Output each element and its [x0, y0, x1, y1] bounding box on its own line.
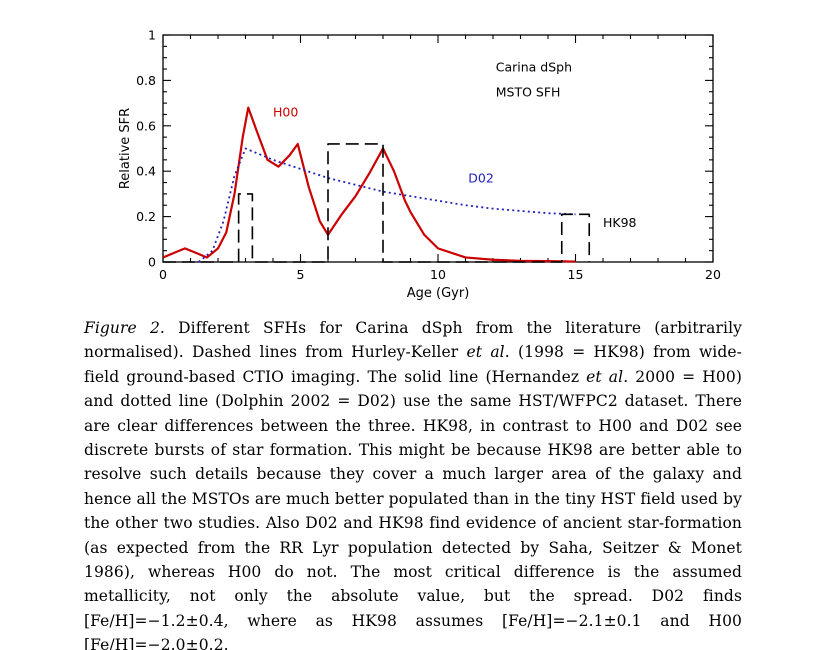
x-tick-label: 10 — [430, 267, 446, 282]
caption-segment: Figure 2. — [84, 319, 165, 337]
caption-segment: 2000 = H00) and dotted line (Dolphin 200… — [84, 367, 742, 650]
caption-segment: (1998 = HK98) from wide-field ground-bas… — [84, 343, 742, 386]
series-d02-line — [198, 147, 576, 263]
figure-caption: Figure 2. Different SFHs for Carina dSph… — [84, 316, 742, 650]
y-axis-label: Relative SFR — [118, 108, 133, 189]
sfh-chart: 0 5 10 15 20 0 0.2 0.4 0.6 0.8 1 Age (Gyr) Relative … — [118, 28, 721, 302]
caption-segment: et al. — [466, 343, 510, 362]
series-hk98-line — [163, 143, 591, 263]
figure-2-plot: 0 5 10 15 20 0 0.2 0.4 0.6 0.8 1 Age (Gyr) Relative … — [111, 21, 723, 311]
x-tick-label: 0 — [159, 267, 167, 282]
x-tick-label: 5 — [297, 267, 305, 282]
y-tick-label: 0.4 — [136, 164, 156, 179]
caption-segment: et al. — [586, 367, 629, 386]
annotation-hk98: HK98 — [603, 215, 637, 230]
y-tick-label: 1 — [148, 28, 156, 43]
annotation-d02: D02 — [468, 171, 494, 186]
annotation-h00: H00 — [273, 105, 298, 120]
y-tick-label: 0 — [148, 255, 156, 270]
x-axis-label: Age (Gyr) — [407, 286, 470, 301]
y-tick-label: 0.2 — [136, 209, 156, 224]
y-tick-label: 0.6 — [136, 118, 156, 133]
y-tick-label: 0.8 — [136, 73, 156, 88]
series-h00-line — [162, 106, 576, 263]
x-tick-label: 15 — [568, 267, 584, 282]
annotation-msto-sfh: MSTO SFH — [496, 84, 561, 99]
x-tick-label: 20 — [705, 267, 721, 282]
annotation-carina-dsph: Carina dSph — [496, 59, 572, 74]
caption-segment: Different SFHs for Carina dSph from the … — [84, 319, 742, 362]
